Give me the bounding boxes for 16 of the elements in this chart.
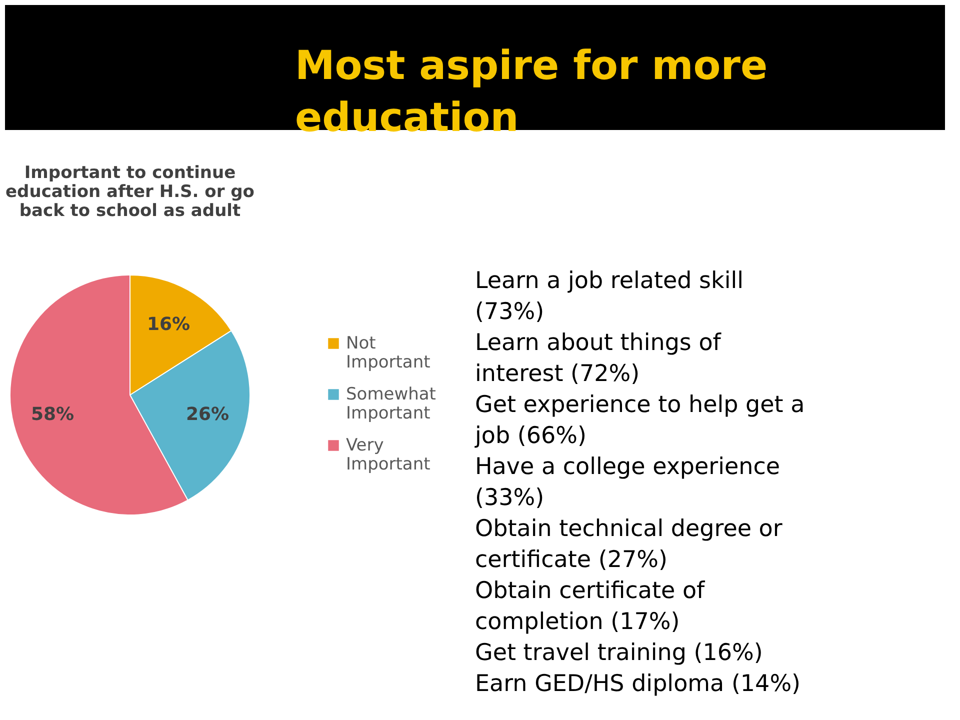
- chart-title: Important to continue education after H.S. or go back to school as adult: [6, 163, 254, 221]
- text: Have a college experience (33%): [475, 454, 780, 511]
- text: Get travel training (16%): [475, 640, 763, 666]
- text: Learn a job related skill (73%): [475, 268, 744, 325]
- text: Learn about things of interest (72%): [475, 330, 722, 387]
- legend-label: Very Important: [346, 436, 431, 474]
- text: Get experience to help get a job (66%): [474, 392, 805, 449]
- data-label: 26%: [186, 404, 230, 425]
- text: Earn GED/HS diploma (14%): [475, 671, 801, 697]
- text: Obtain certificate of completion (17%): [475, 578, 706, 635]
- text: Obtain technical degree or certificate (27%): [475, 516, 783, 573]
- data-label: 58%: [30, 404, 74, 425]
- text: Most aspire for more education: [295, 43, 768, 141]
- legend-label: Somewhat Important: [346, 384, 436, 424]
- data-label: 16%: [146, 314, 190, 335]
- legend-label: Not Important: [346, 334, 431, 372]
